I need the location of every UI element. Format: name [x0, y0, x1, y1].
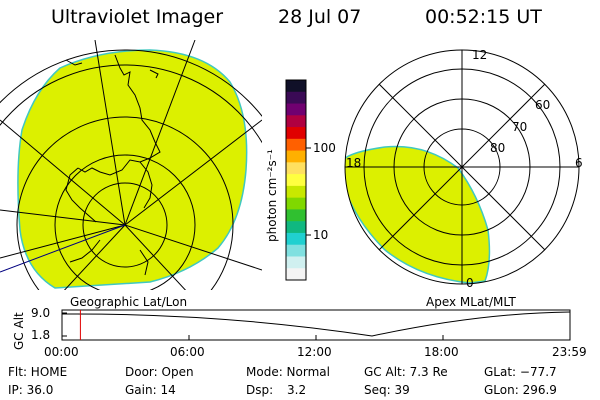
colorbar-band — [286, 256, 306, 269]
colorbar-band — [286, 138, 306, 152]
status-glon: GLon: 296.9 — [484, 383, 557, 397]
apex-panel-label: Apex MLat/MLT — [426, 295, 516, 309]
geographic-map — [0, 40, 262, 290]
geo-lat-circles — [0, 49, 262, 290]
colorbar-band — [286, 103, 306, 116]
geo-coastline-segment — [0, 224, 126, 273]
colorbar-band — [286, 174, 306, 187]
altitude-y-ticks — [62, 312, 67, 337]
mlat-label-80: 80 — [490, 141, 506, 155]
colorbar-band — [286, 197, 306, 210]
time-label: 00:52:15 UT — [425, 6, 542, 28]
geo-emission-region — [17, 49, 248, 289]
altitude-y-label: GC Alt — [12, 312, 26, 350]
colorbar-band — [286, 232, 306, 246]
mlat-label-60: 60 — [535, 98, 551, 112]
colorbar-tick-10: 10 — [313, 228, 329, 242]
apex-grid — [344, 49, 580, 285]
date-label: 28 Jul 07 — [278, 6, 362, 28]
colorbar-band — [286, 185, 306, 199]
colorbar-band — [286, 268, 306, 281]
status-dsp-label: Dsp: — [246, 383, 274, 397]
altitude-x-ticks — [61, 335, 571, 340]
status-dsp-value: 3.2 — [287, 383, 307, 397]
mlt-label-12: 12 — [472, 48, 488, 62]
geo-meridians — [0, 40, 262, 290]
mlat-label-70: 70 — [512, 120, 528, 134]
status-door: Door: Open — [125, 365, 194, 379]
altitude-x-tick-0600: 06:00 — [170, 345, 205, 359]
mlt-label-0: 0 — [466, 276, 474, 290]
colorbar-frame — [285, 79, 307, 281]
altitude-x-tick-1800: 18:00 — [424, 345, 459, 359]
colorbar-band — [286, 162, 306, 175]
colorbar-band — [286, 244, 306, 257]
colorbar-band — [286, 91, 306, 105]
app-title: Ultraviolet Imager — [51, 6, 224, 28]
altitude-x-tick-2359: 23:59 — [552, 345, 587, 359]
colorbar-band — [286, 80, 306, 93]
status-flight: Flt: HOME — [8, 365, 68, 379]
altitude-x-tick-1200: 12:00 — [297, 345, 332, 359]
geographic-panel-label: Geographic Lat/Lon — [70, 295, 188, 309]
status-glat: GLat: −77.7 — [484, 365, 557, 379]
colorbar-band — [286, 115, 306, 128]
altitude-curve — [61, 311, 571, 337]
status-ip: IP: 36.0 — [8, 383, 54, 397]
altitude-y-tick-1: 1.8 — [31, 328, 51, 342]
mlt-label-18: 18 — [346, 156, 362, 170]
altitude-y-tick-9: 9.0 — [31, 306, 51, 320]
status-gc-alt: GC Alt: 7.3 Re — [364, 365, 448, 379]
colorbar-tick-marks — [306, 147, 311, 236]
status-gain: Gain: 14 — [125, 383, 176, 397]
mlt-label-6: 6 — [575, 156, 583, 170]
colorbar-band — [286, 209, 306, 222]
colorbar-band — [286, 127, 306, 140]
colorbar-unit-label: photon cm⁻²s⁻¹ — [265, 149, 279, 242]
colorbar — [286, 80, 306, 281]
altitude-x-tick-0000: 00:00 — [44, 345, 79, 359]
status-seq: Seq: 39 — [364, 383, 410, 397]
colorbar-band — [286, 150, 306, 163]
status-mode: Mode: Normal — [246, 365, 330, 379]
geo-coastlines — [65, 54, 161, 276]
colorbar-tick-100: 100 — [313, 141, 336, 155]
colorbar-band — [286, 221, 306, 234]
